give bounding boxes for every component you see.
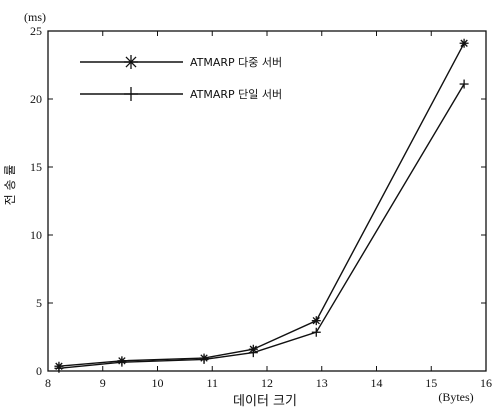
y-tick-label: 25 <box>30 24 42 38</box>
axis-ticks: 8 9 10 11 12 13 14 15 16 0 5 10 15 20 25 <box>30 24 492 390</box>
plus-marker <box>311 327 321 337</box>
x-tick-label: 11 <box>206 376 218 390</box>
asterisk-marker <box>311 316 321 326</box>
x-tick-label: 13 <box>316 376 328 390</box>
y-tick-label: 0 <box>36 364 42 378</box>
plus-marker <box>54 363 64 373</box>
asterisk-marker <box>124 55 138 69</box>
plus-marker <box>117 357 127 367</box>
plus-marker <box>248 348 258 358</box>
plus-marker <box>199 354 209 364</box>
legend: ATMARP 다중 서버 ATMARP 단일 서버 <box>80 55 282 101</box>
series-line-1 <box>58 42 465 367</box>
y-tick-label: 5 <box>36 296 42 310</box>
series-layer <box>54 38 469 373</box>
x-tick-label: 10 <box>152 376 164 390</box>
y-axis-label: 전 송 률 <box>3 165 17 206</box>
plot-frame <box>47 30 487 372</box>
legend-label-2: ATMARP 단일 서버 <box>190 87 282 101</box>
y-axis-unit: (ms) <box>24 10 46 24</box>
x-tick-label: 16 <box>480 376 492 390</box>
x-tick-label: 8 <box>45 376 51 390</box>
legend-label-1: ATMARP 다중 서버 <box>190 56 282 69</box>
y-tick-label: 15 <box>30 160 42 174</box>
plus-marker <box>459 79 469 89</box>
asterisk-marker <box>459 38 469 48</box>
y-tick-label: 20 <box>30 92 42 106</box>
x-axis-label: 데이터 크기 <box>233 394 297 409</box>
x-tick-label: 15 <box>425 376 437 390</box>
x-tick-label: 14 <box>371 376 383 390</box>
x-tick-label: 9 <box>100 376 106 390</box>
y-tick-label: 10 <box>30 228 42 242</box>
x-axis-unit: (Bytes) <box>438 390 473 404</box>
x-tick-label: 12 <box>261 376 273 390</box>
series-line-2 <box>58 83 465 369</box>
plus-marker <box>124 87 138 101</box>
